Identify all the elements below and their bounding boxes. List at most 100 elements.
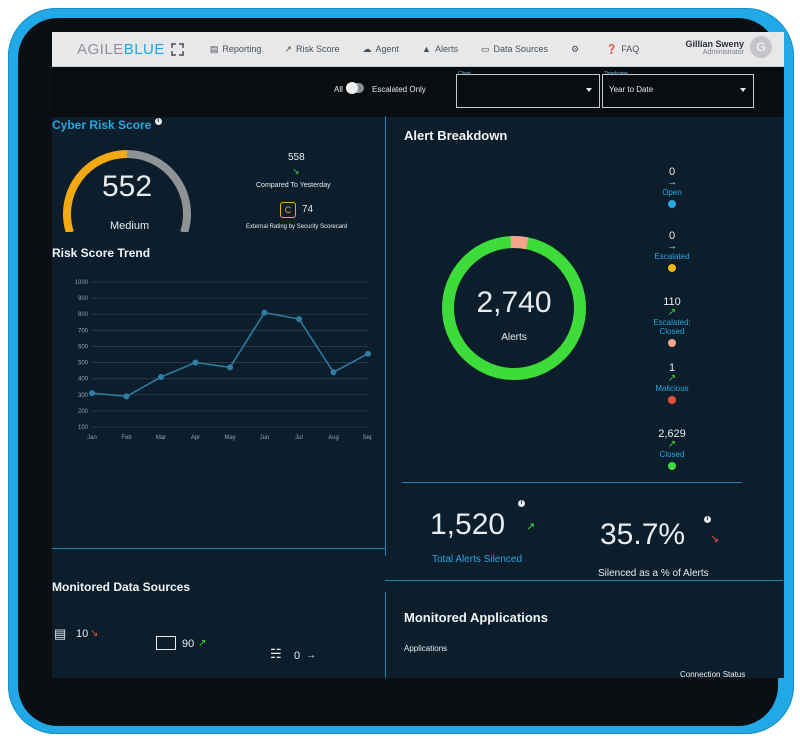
top-nav-bar: AGILE BLUE ▤ Reporting ↗ Risk Score ☁ Agent … [52,32,784,67]
timeframe-select-value: Year to Date [609,85,654,94]
nav-agent-label: Agent [375,44,400,54]
server-list-icon: ▤ [54,626,67,641]
trend-down-icon: ↘ [710,533,720,545]
network-icon: ☵ [270,646,282,661]
trend-point[interactable] [330,369,337,376]
trend-point[interactable] [123,393,130,400]
user-role: Administrator [702,48,744,56]
trend-point[interactable] [192,359,199,366]
legend-count: 0 [668,166,676,178]
brand-accent-text: BLUE [123,40,165,58]
y-tick-label: 400 [78,377,89,383]
trend-point[interactable] [365,350,371,357]
legend-label: Malicious [655,384,689,393]
legend-item[interactable]: 0 → Escalated [642,230,702,272]
nav-reporting[interactable]: ▤ Reporting [210,44,262,55]
trend-up-icon: ↗ [667,373,677,384]
expand-icon [170,42,184,56]
brand-logo[interactable]: AGILE BLUE [77,41,184,58]
legend-dot [668,200,676,208]
y-tick-label: 800 [78,312,89,318]
nav-risk-score[interactable]: ↗ Risk Score [284,44,339,55]
timeframe-select[interactable]: Timeframe Year to Date [602,71,754,108]
shield-c-icon: C [280,202,296,218]
nav-faq[interactable]: ❓ FAQ [606,44,639,55]
nav-faq-label: FAQ [621,44,640,54]
trend-up-icon: ↗ [526,521,536,533]
divider-vertical-top [385,116,386,556]
timeframe-select-label: Timeframe [604,71,628,77]
trend-line [91,311,369,398]
info-icon[interactable]: i [154,118,162,125]
trend-point[interactable] [89,390,95,397]
legend-count: 1 [668,362,676,374]
yesterday-value: 558 [288,152,305,163]
nav-risk-score-label: Risk Score [295,44,340,54]
user-menu[interactable]: Gillian Sweny Administrator G [685,36,772,58]
nav-agent[interactable]: ☁ Agent [362,44,399,55]
legend-item[interactable]: 2,629 ↗ Closed [642,428,702,470]
chevron-down-icon [740,88,746,92]
trend-up-icon: ↗ [667,439,677,450]
applications-column-header: Applications [404,644,448,653]
nav-data-sources[interactable]: ▭ Data Sources [481,44,548,55]
risk-level-label: Medium [110,220,150,232]
y-tick-label: 300 [78,393,89,399]
external-rating-label: External Rating by Security Scorecard [246,224,348,230]
x-tick-label: May [224,435,235,441]
data-source-value-1: 10 [76,628,89,640]
donut-segment-escalated-closed[interactable] [510,236,529,250]
legend-item[interactable]: 110 ↗ Escalated: Closed [642,296,702,347]
chevron-down-icon [586,88,592,92]
x-tick-label: Jan [87,435,97,441]
data-sources-icon: ▭ [480,43,490,54]
client-select-label: Client [458,71,471,77]
nav-settings[interactable]: ⚙ [571,44,583,55]
brand-main-text: AGILE [77,40,124,58]
gauge-track [126,150,191,232]
client-select[interactable]: Client [456,71,600,108]
escalated-toggle[interactable] [346,82,364,94]
cyber-risk-title: Cyber Risk Score i [52,118,162,132]
x-tick-label: Apr [191,435,200,441]
trend-up-icon: ↗ [667,307,677,318]
user-info: Gillian Sweny Administrator [685,39,744,56]
alert-donut-chart [442,236,586,380]
y-tick-label: 700 [78,328,89,334]
divider-horizontal-right-2 [385,580,783,581]
trend-point[interactable] [261,309,268,316]
external-rating-value: 74 [302,204,314,215]
x-tick-label: Sep [363,435,372,441]
avatar[interactable]: G [750,36,772,58]
y-tick-label: 900 [78,296,89,302]
y-tick-label: 600 [78,344,89,350]
silenced-percent-label: Silenced as a % of Alerts [598,568,709,579]
escalated-only-label: Escalated Only [372,85,426,94]
risk-gauge [63,150,191,232]
gear-icon: ⚙ [571,43,580,54]
legend-label: Escalated [654,252,690,261]
y-tick-label: 100 [78,425,89,431]
x-tick-label: Jul [295,435,303,441]
legend-dot [668,396,676,404]
y-tick-label: 200 [78,409,89,415]
info-icon[interactable]: i [518,500,525,507]
x-tick-label: Jun [260,435,270,441]
legend-label: Open [662,188,682,197]
risk-trend-chart: 1000 900 800 700 600 500 400 300 200 100 Jan Feb Mar… [75,280,372,441]
legend-item[interactable]: 1 ↗ Malicious [642,362,702,404]
x-tick-label: Aug [328,435,339,441]
nav-alerts[interactable]: ▲ Alerts [422,44,458,54]
info-icon[interactable]: i [704,516,711,523]
trend-point[interactable] [158,374,164,381]
trend-point[interactable] [296,316,302,323]
trend-flat-icon: → [306,650,316,661]
filter-bar: All Escalated Only Client Timeframe Year… [52,67,784,117]
nav-reporting-label: Reporting [222,44,262,54]
trend-point[interactable] [227,364,233,371]
alert-total-label: Alerts [501,332,527,343]
legend-count: 110 [663,296,681,308]
legend-item[interactable]: 0 → Open [642,166,702,208]
silenced-percent-value: 35.7% [600,518,686,551]
yesterday-label: Compared To Yesterday [256,182,331,189]
